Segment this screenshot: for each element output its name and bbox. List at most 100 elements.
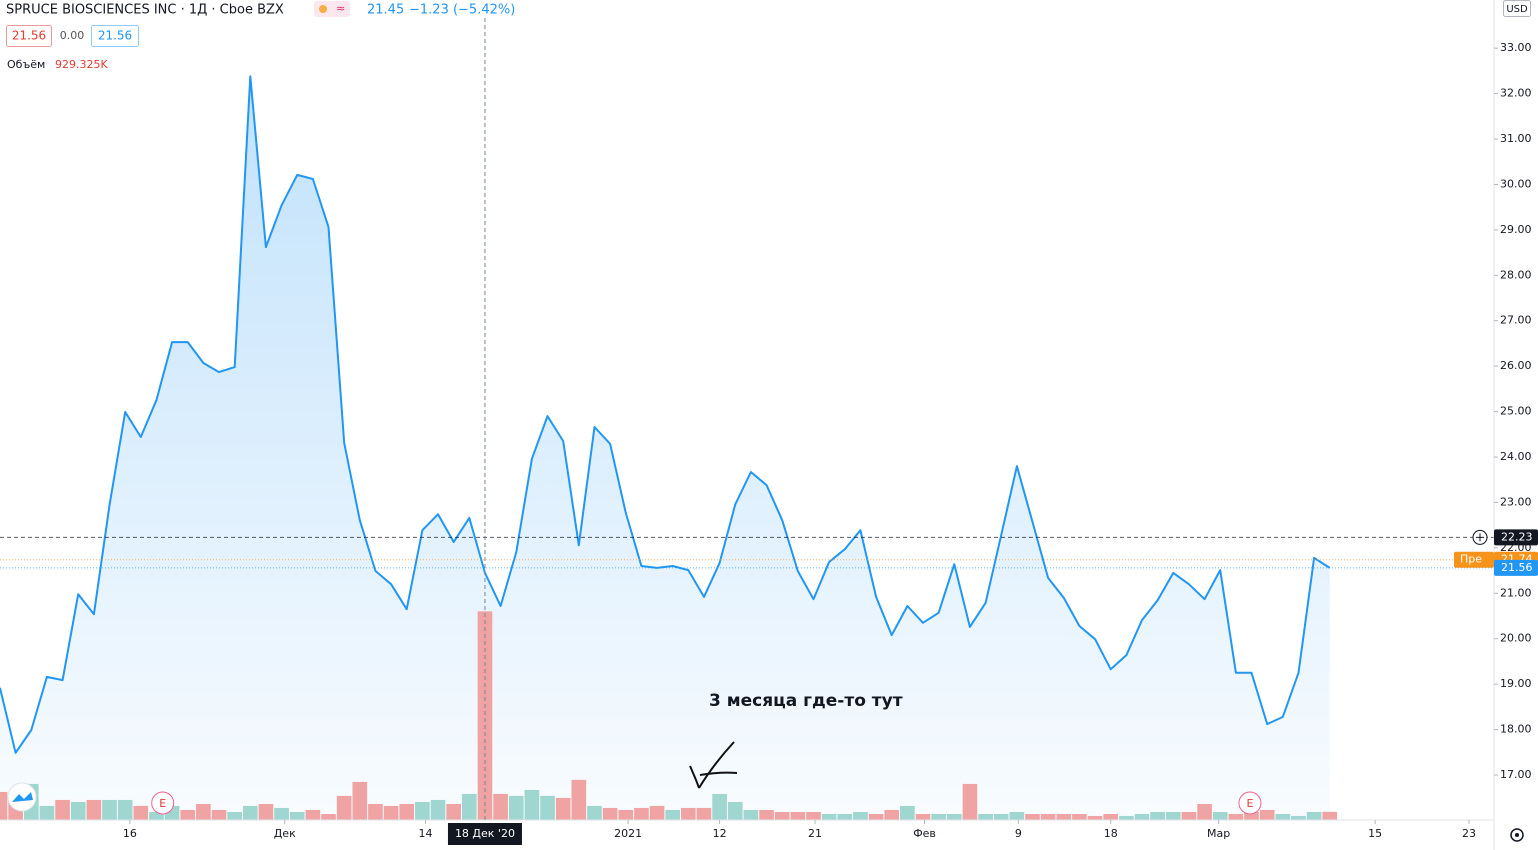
volume-bar bbox=[790, 811, 806, 820]
y-tick-label: 27.00 bbox=[1500, 314, 1532, 327]
volume-bar bbox=[227, 811, 242, 820]
volume-bar bbox=[900, 805, 915, 820]
price-label: 21.56 bbox=[1501, 561, 1533, 574]
earnings-label: E bbox=[1246, 797, 1253, 810]
volume-bar bbox=[368, 803, 383, 820]
price-label-box bbox=[1494, 559, 1538, 576]
volume-bar bbox=[540, 795, 555, 820]
volume-bar bbox=[133, 805, 149, 820]
settings-icon[interactable] bbox=[1510, 828, 1524, 842]
volume-bar bbox=[1306, 811, 1322, 820]
y-tick-label: 20.00 bbox=[1500, 632, 1532, 645]
x-tick-label: 2021 bbox=[614, 827, 642, 840]
volume-bar bbox=[1009, 811, 1025, 820]
volume-bar bbox=[289, 811, 305, 820]
volume-bar bbox=[242, 805, 258, 820]
volume-bar bbox=[1197, 803, 1212, 820]
earnings-marker[interactable] bbox=[1238, 791, 1262, 815]
volume-bar bbox=[1040, 814, 1056, 820]
volume-bar bbox=[211, 809, 227, 820]
volume-bar bbox=[1291, 815, 1306, 820]
volume-value: 929.325K bbox=[55, 58, 108, 71]
last-price: 21.45 bbox=[367, 3, 404, 18]
volume-bar bbox=[55, 799, 70, 820]
volume-bar bbox=[962, 783, 978, 820]
volume-bar bbox=[618, 809, 634, 820]
volume-bar bbox=[1165, 811, 1181, 820]
price-area bbox=[0, 76, 1330, 821]
volume-bar bbox=[774, 811, 790, 820]
y-tick-label: 25.00 bbox=[1500, 405, 1532, 418]
volume-bar bbox=[1181, 811, 1197, 820]
volume-bar bbox=[508, 795, 524, 820]
y-tick-label: 31.00 bbox=[1500, 132, 1532, 145]
volume-bar bbox=[665, 809, 681, 820]
volume-bar bbox=[39, 805, 55, 820]
y-tick-label: 23.00 bbox=[1500, 495, 1532, 508]
volume-bar bbox=[712, 793, 727, 820]
y-tick-label: 24.00 bbox=[1500, 450, 1532, 463]
volume-bar bbox=[430, 799, 446, 820]
settings-icon bbox=[1515, 833, 1519, 837]
ask: 21.56 bbox=[98, 29, 132, 43]
volume-bar bbox=[321, 814, 336, 820]
volume-bar bbox=[1259, 809, 1275, 820]
price-label: 22.23 bbox=[1501, 530, 1533, 543]
earnings-marker[interactable] bbox=[151, 791, 175, 815]
x-tick-label: 18 bbox=[1104, 827, 1118, 840]
volume-bar bbox=[524, 789, 540, 820]
bid: 21.56 bbox=[12, 29, 46, 43]
price-prefix-box bbox=[1454, 551, 1494, 568]
volume-bar bbox=[806, 811, 821, 820]
volume-label: Объём bbox=[7, 58, 45, 71]
volume-bar bbox=[649, 805, 665, 820]
volume-bar bbox=[696, 807, 712, 820]
volume-bar bbox=[931, 814, 946, 820]
earnings-label: E bbox=[159, 797, 166, 810]
volume-bar bbox=[0, 791, 8, 820]
volume-bar bbox=[868, 814, 884, 820]
volume-bar bbox=[587, 805, 602, 820]
volume-bar bbox=[681, 807, 696, 820]
crosshair-label-box bbox=[447, 823, 522, 845]
y-tick-label: 17.00 bbox=[1500, 768, 1532, 781]
price-line bbox=[0, 75, 1331, 754]
volume-bar bbox=[1087, 815, 1103, 820]
volume-bar bbox=[493, 793, 508, 820]
volume-bar bbox=[978, 814, 993, 820]
x-tick-label: 14 bbox=[419, 827, 433, 840]
x-tick-label: 21 bbox=[808, 827, 822, 840]
volume-bar bbox=[1322, 811, 1338, 820]
volume-bar bbox=[1228, 814, 1244, 820]
volume-bar bbox=[946, 814, 962, 820]
bid-box[interactable] bbox=[6, 25, 52, 47]
volume-bar bbox=[117, 799, 133, 820]
y-tick-label: 21.00 bbox=[1500, 586, 1532, 599]
y-tick-label: 28.00 bbox=[1500, 268, 1532, 281]
logo bbox=[12, 792, 33, 802]
volume-bar bbox=[274, 807, 289, 820]
volume-bar bbox=[477, 611, 493, 820]
volume-bar bbox=[1025, 814, 1040, 820]
ask-box[interactable] bbox=[91, 25, 139, 47]
price-label-box bbox=[1494, 529, 1538, 546]
volume-bar bbox=[821, 814, 837, 820]
volume-bar bbox=[1134, 814, 1150, 820]
volume-bar bbox=[555, 797, 571, 820]
volume-bar bbox=[70, 801, 86, 820]
volume-bar bbox=[305, 809, 321, 820]
x-tick-label: Дек bbox=[274, 827, 296, 840]
chart-title: SPRUCE BIOSCIENCES INC · 1Д · Cboe BZX bbox=[6, 3, 284, 18]
y-tick-label: 29.00 bbox=[1500, 223, 1532, 236]
volume-bar bbox=[86, 799, 102, 820]
currency-box[interactable] bbox=[1503, 0, 1531, 17]
volume-bar bbox=[915, 814, 931, 820]
volume-bar bbox=[1244, 811, 1259, 820]
volume-bar bbox=[837, 814, 853, 820]
annotation: 3 месяца где-то тут bbox=[709, 691, 903, 711]
volume-bar bbox=[743, 809, 759, 820]
volume-bar bbox=[446, 803, 461, 820]
y-tick-label: 26.00 bbox=[1500, 359, 1532, 372]
price-prefix: Пре bbox=[1460, 553, 1482, 566]
volume-bar bbox=[399, 803, 415, 820]
